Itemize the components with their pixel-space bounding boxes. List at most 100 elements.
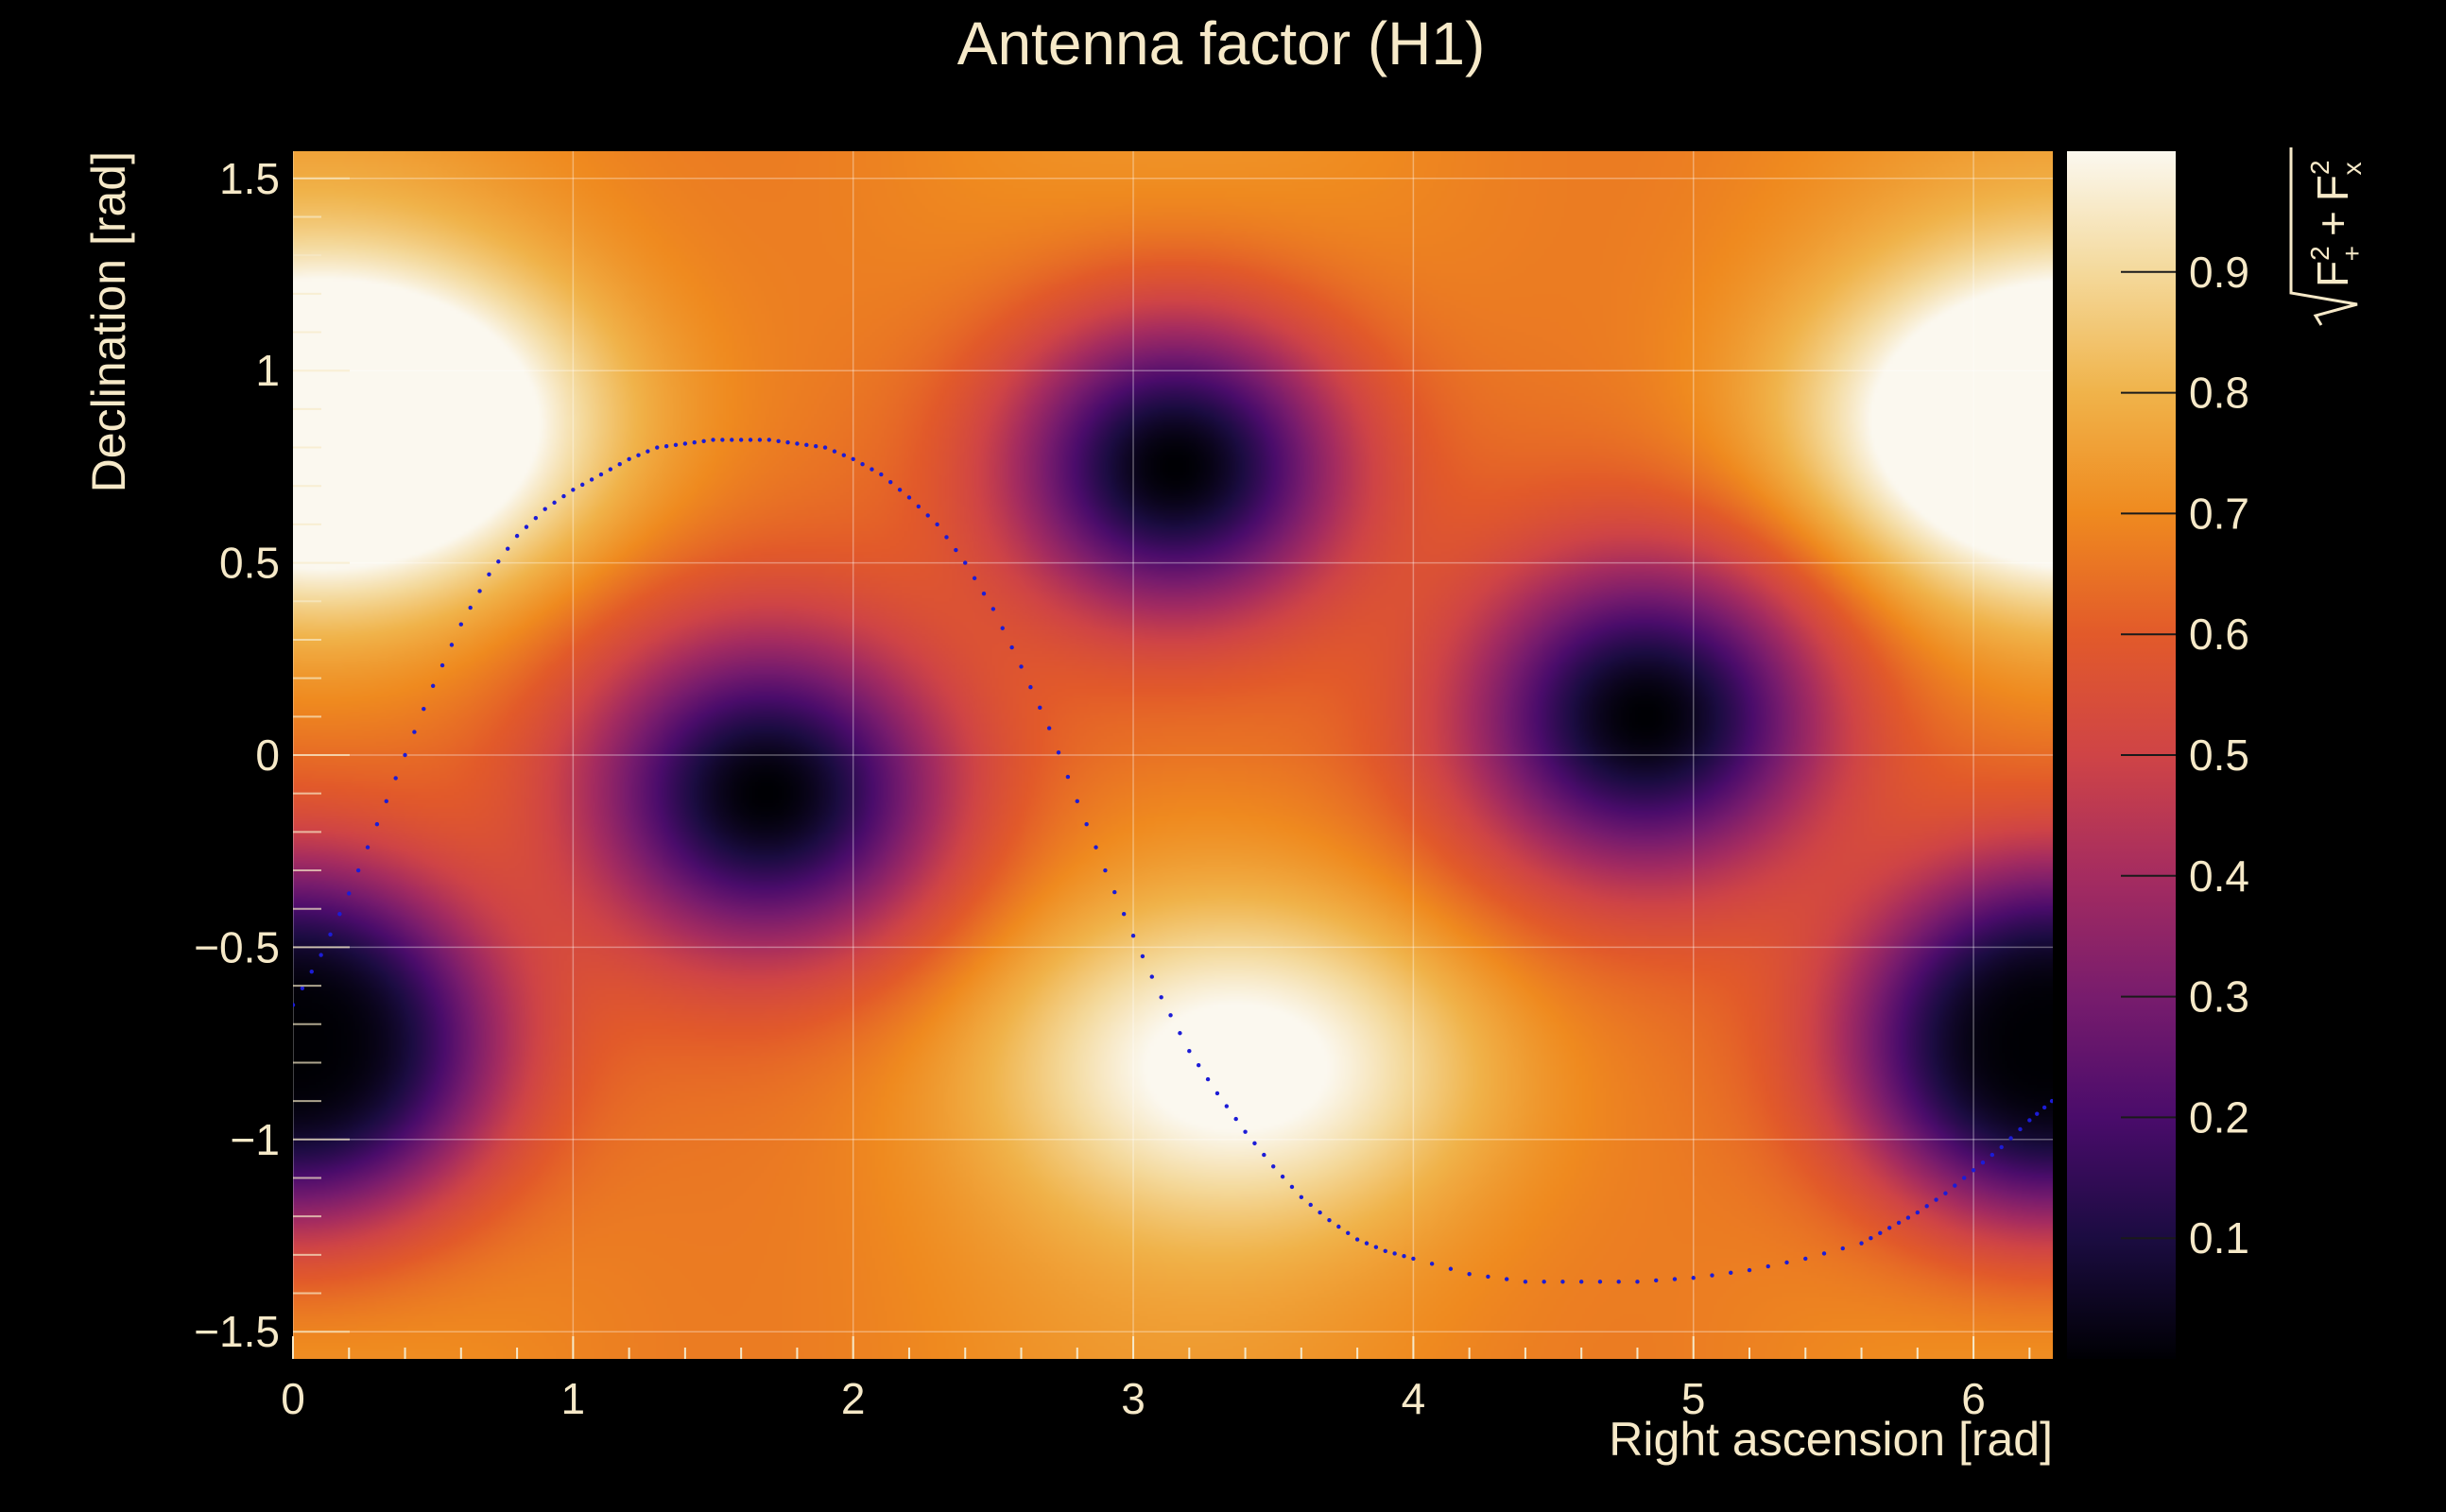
curve-point bbox=[1542, 1280, 1546, 1284]
curve-point bbox=[906, 495, 912, 500]
curve-point bbox=[879, 472, 884, 477]
curve-point bbox=[1896, 1220, 1902, 1226]
curve-point bbox=[1346, 1230, 1351, 1235]
curve-point bbox=[1523, 1280, 1528, 1284]
curve-point bbox=[663, 444, 669, 449]
x-tick-label: 6 bbox=[1961, 1374, 1986, 1423]
curve-point bbox=[832, 449, 837, 454]
curve-point bbox=[468, 605, 473, 610]
curve-point bbox=[776, 438, 781, 443]
curve-point bbox=[673, 442, 679, 448]
curve-point bbox=[1578, 1280, 1584, 1284]
curve-point bbox=[1934, 1197, 1938, 1202]
curve-point bbox=[598, 472, 604, 477]
curve-point bbox=[1327, 1218, 1332, 1223]
curve-point bbox=[1560, 1280, 1565, 1284]
curve-point bbox=[1243, 1129, 1248, 1134]
curve-point bbox=[1056, 750, 1061, 755]
colorbar-label-sup-plus: 2 bbox=[2305, 246, 2334, 261]
curve-point bbox=[1318, 1210, 1322, 1215]
colorbar-label-sub-cross: x bbox=[2337, 162, 2367, 175]
curve-point bbox=[1429, 1262, 1435, 1266]
curve-point bbox=[963, 560, 968, 565]
curve-point bbox=[1252, 1141, 1257, 1146]
curve-point bbox=[682, 441, 688, 446]
curve-point bbox=[1000, 626, 1005, 630]
curve-point bbox=[2035, 1111, 2040, 1116]
curve-point bbox=[1187, 1049, 1192, 1054]
curve-point bbox=[701, 438, 706, 443]
curve-point bbox=[1905, 1215, 1911, 1220]
curve-point bbox=[1886, 1226, 1892, 1230]
curve-point bbox=[374, 822, 380, 827]
curve-point bbox=[935, 522, 939, 527]
curve-point bbox=[767, 438, 771, 442]
curve-point bbox=[1924, 1204, 1929, 1209]
colorbar-tick-label: 0.8 bbox=[2189, 369, 2249, 418]
y-axis-label: Declination [rad] bbox=[82, 151, 135, 492]
curve-point bbox=[533, 515, 539, 521]
curve-point bbox=[860, 461, 865, 467]
curve-point bbox=[384, 799, 388, 804]
curve-point bbox=[1103, 868, 1108, 873]
x-tick-label: 2 bbox=[841, 1374, 866, 1423]
colorbar-ticks bbox=[2121, 270, 2176, 1240]
curve-point bbox=[1691, 1276, 1696, 1280]
curve-point bbox=[487, 572, 491, 577]
curve-point bbox=[524, 524, 529, 529]
curve-series bbox=[293, 438, 2053, 1284]
curve-point bbox=[1710, 1273, 1714, 1278]
curve-point bbox=[1729, 1270, 1733, 1276]
curve-point bbox=[1915, 1210, 1921, 1215]
heatmap-canvas bbox=[293, 151, 2053, 1359]
curve-point bbox=[430, 683, 436, 688]
curve-point bbox=[1943, 1191, 1948, 1195]
curve-point bbox=[2018, 1126, 2023, 1132]
curve-point bbox=[1980, 1160, 1986, 1165]
curve-point bbox=[1364, 1241, 1369, 1246]
curve-point bbox=[617, 461, 622, 467]
y-axis-tick-labels: −1.5 −1 −0.5 0 0.5 1 1.5 bbox=[194, 154, 280, 1356]
curve-point bbox=[1084, 822, 1089, 827]
y-tick-label: −1.5 bbox=[194, 1307, 280, 1356]
curve-point bbox=[293, 1003, 296, 1007]
curve-point bbox=[439, 662, 445, 668]
curve-point bbox=[916, 504, 922, 509]
curve-point bbox=[1214, 1091, 1220, 1096]
x-tick-label: 3 bbox=[1121, 1374, 1145, 1423]
curve-point bbox=[2008, 1136, 2013, 1141]
curve-point bbox=[748, 438, 753, 442]
curve-point bbox=[543, 507, 547, 511]
x-tick-label: 4 bbox=[1402, 1374, 1426, 1423]
curve-point bbox=[897, 488, 903, 492]
grid-lines bbox=[293, 151, 2053, 1359]
curve-point bbox=[1112, 889, 1117, 895]
colorbar-tick-label: 0.6 bbox=[2189, 610, 2249, 659]
curve-point bbox=[1999, 1144, 2004, 1150]
curve-point bbox=[1747, 1267, 1752, 1273]
curve-point bbox=[711, 438, 715, 442]
colorbar-tick-label: 0.2 bbox=[2189, 1092, 2249, 1142]
curve-point bbox=[449, 643, 455, 647]
curve-point bbox=[636, 453, 641, 457]
curve-point bbox=[477, 589, 482, 593]
curve-point bbox=[458, 622, 464, 627]
curve-point bbox=[505, 546, 510, 551]
curve-point bbox=[2041, 1105, 2047, 1110]
curve-point bbox=[1869, 1236, 1873, 1241]
colorbar-tick-label: 0.3 bbox=[2189, 972, 2249, 1022]
curve-point bbox=[1075, 799, 1079, 804]
curve-point bbox=[1635, 1280, 1640, 1284]
curve-point bbox=[627, 456, 631, 461]
curve-point bbox=[1840, 1246, 1845, 1251]
curve-point bbox=[1990, 1152, 1995, 1158]
x-axis-tick-labels: 0 1 2 3 4 5 6 bbox=[281, 1374, 1986, 1423]
curve-point bbox=[347, 891, 352, 896]
curve-point bbox=[1504, 1277, 1509, 1281]
curve-point bbox=[1168, 1013, 1173, 1018]
curve-point bbox=[1233, 1116, 1238, 1122]
curve-point bbox=[692, 439, 697, 445]
curve-point bbox=[571, 488, 576, 492]
curve-point bbox=[1354, 1237, 1360, 1242]
curve-point bbox=[337, 911, 342, 917]
